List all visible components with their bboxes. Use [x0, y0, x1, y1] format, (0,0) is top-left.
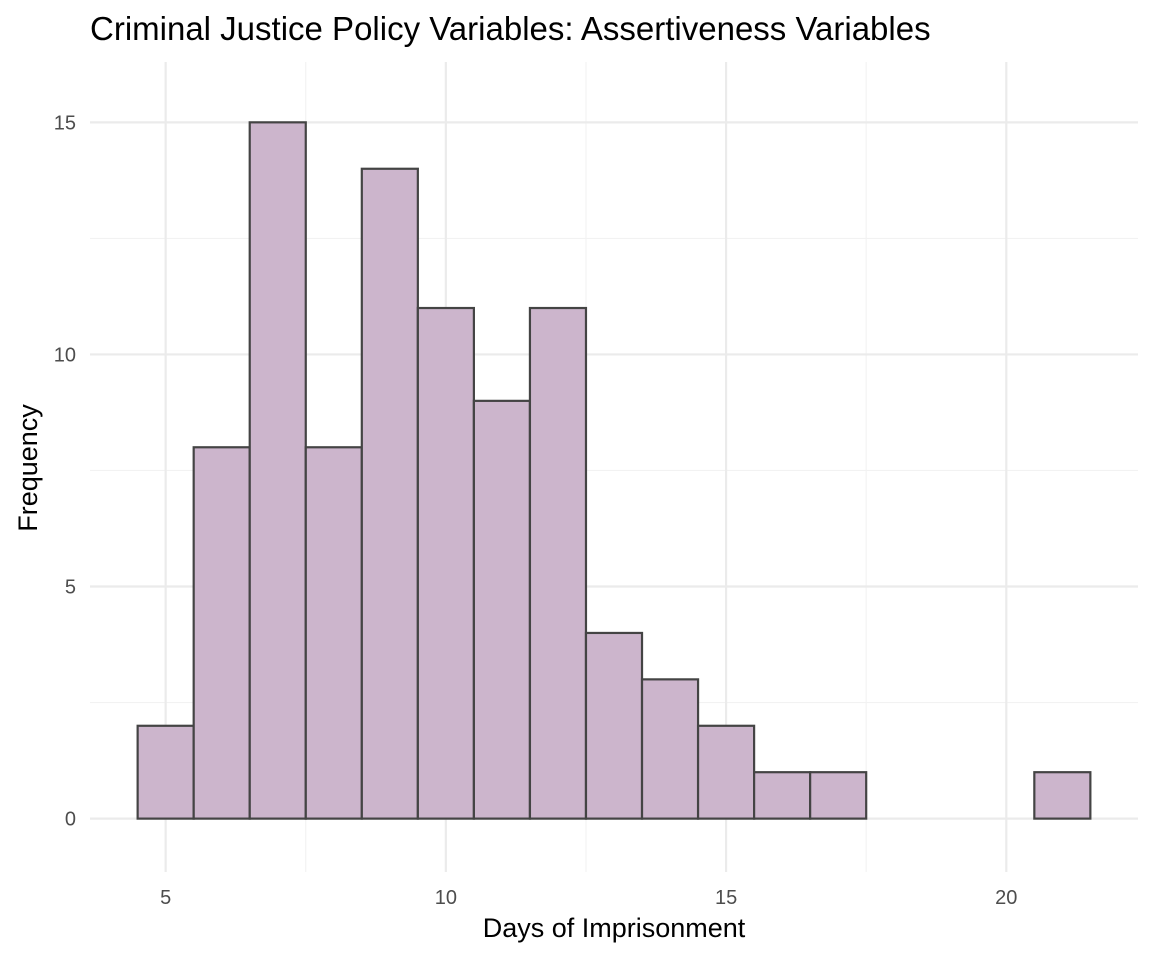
histogram-bar — [360, 167, 419, 820]
histogram-bar — [1033, 771, 1092, 820]
histogram-bar — [472, 399, 532, 820]
y-axis-label: Frequency — [13, 404, 43, 532]
histogram-bar — [753, 771, 812, 820]
y-tick-label: 10 — [54, 344, 76, 366]
histogram-bar — [696, 724, 756, 820]
x-tick-label: 10 — [435, 887, 457, 909]
histogram-bar — [192, 446, 251, 820]
bars — [136, 121, 1092, 820]
histogram-bar — [248, 121, 307, 820]
histogram-bar — [416, 306, 475, 820]
y-tick-label: 0 — [65, 809, 76, 831]
x-tick-label: 20 — [995, 887, 1017, 909]
x-tick-label: 15 — [715, 887, 737, 909]
x-tick-label: 5 — [160, 887, 171, 909]
x-axis-ticks: 5 10 15 20 — [160, 887, 1017, 909]
y-axis-ticks: 0 5 10 15 — [54, 112, 76, 830]
y-tick-label: 15 — [54, 112, 76, 134]
x-axis-label: Days of Imprisonment — [483, 913, 746, 943]
chart-title: Criminal Justice Policy Variables: Asser… — [90, 10, 931, 47]
histogram-bar — [584, 631, 644, 820]
histogram-bar — [809, 771, 868, 820]
histogram-bar — [640, 678, 700, 820]
y-tick-label: 5 — [65, 577, 76, 599]
histogram-bar — [304, 446, 363, 820]
histogram-bar — [136, 724, 195, 820]
histogram-bar — [528, 306, 588, 820]
